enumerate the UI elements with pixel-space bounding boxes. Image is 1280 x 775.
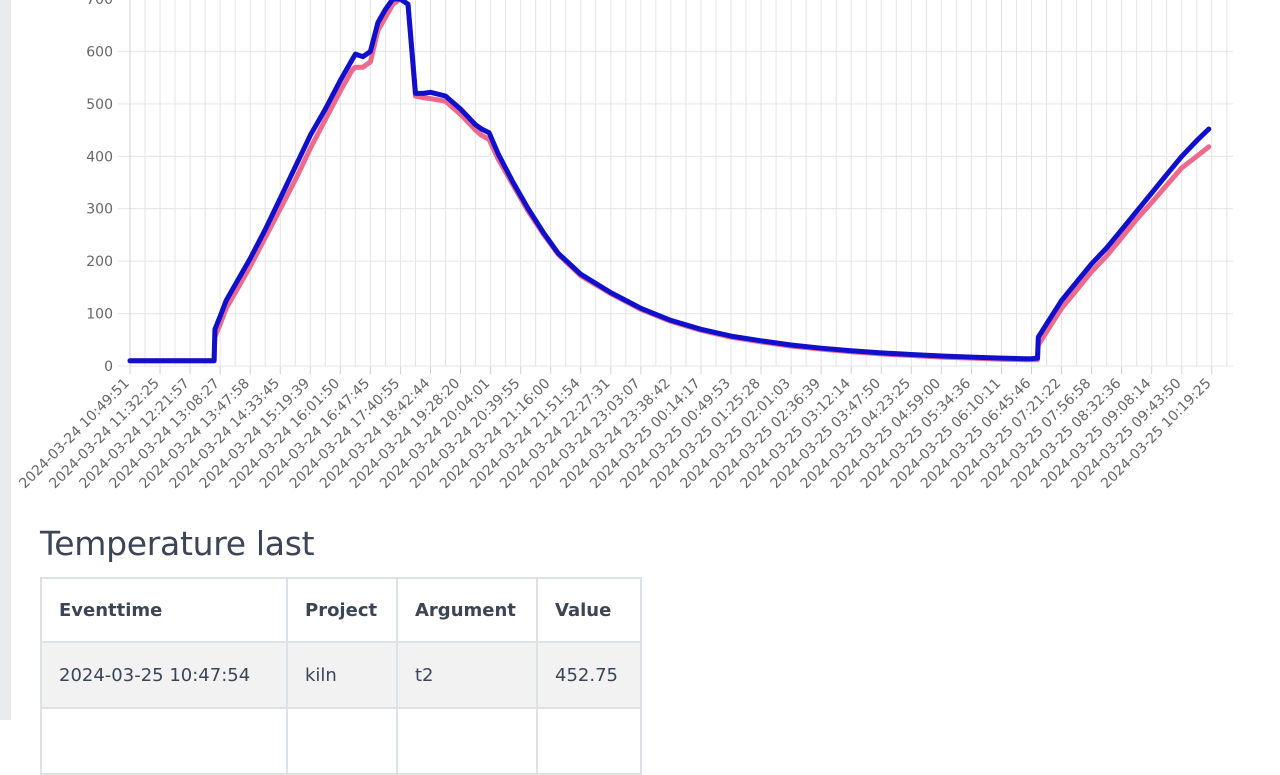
temperature-table: Eventtime Project Argument Value 2024-03… bbox=[40, 577, 642, 775]
y-tick-label: 700 bbox=[86, 0, 113, 8]
col-header-project[interactable]: Project bbox=[286, 577, 398, 643]
col-header-argument[interactable]: Argument bbox=[396, 577, 538, 643]
y-tick-label: 300 bbox=[86, 202, 113, 218]
y-tick-label: 0 bbox=[104, 359, 113, 375]
cell-value: 452.75 bbox=[536, 641, 642, 709]
cell-argument bbox=[396, 707, 538, 775]
left-rail bbox=[0, 0, 11, 720]
chart-series bbox=[127, 0, 1212, 364]
cell-argument: t2 bbox=[396, 641, 538, 709]
col-header-value[interactable]: Value bbox=[536, 577, 642, 643]
table-row bbox=[40, 707, 642, 775]
table-row: 2024-03-25 10:47:54 kiln t2 452.75 bbox=[40, 641, 642, 709]
y-tick-label: 200 bbox=[86, 254, 113, 270]
section-title: Temperature last bbox=[40, 524, 315, 563]
y-tick-label: 400 bbox=[86, 149, 113, 165]
cell-project: kiln bbox=[286, 641, 398, 709]
cell-project bbox=[286, 707, 398, 775]
cell-eventtime: 2024-03-25 10:47:54 bbox=[40, 641, 288, 709]
cell-eventtime bbox=[40, 707, 288, 775]
y-tick-label: 100 bbox=[86, 307, 113, 323]
table-header-row: Eventtime Project Argument Value bbox=[40, 577, 642, 643]
y-tick-label: 600 bbox=[86, 44, 113, 60]
col-header-eventtime[interactable]: Eventtime bbox=[40, 577, 288, 643]
cell-value bbox=[536, 707, 642, 775]
y-tick-label: 500 bbox=[86, 97, 113, 113]
series-line bbox=[127, 0, 1212, 364]
